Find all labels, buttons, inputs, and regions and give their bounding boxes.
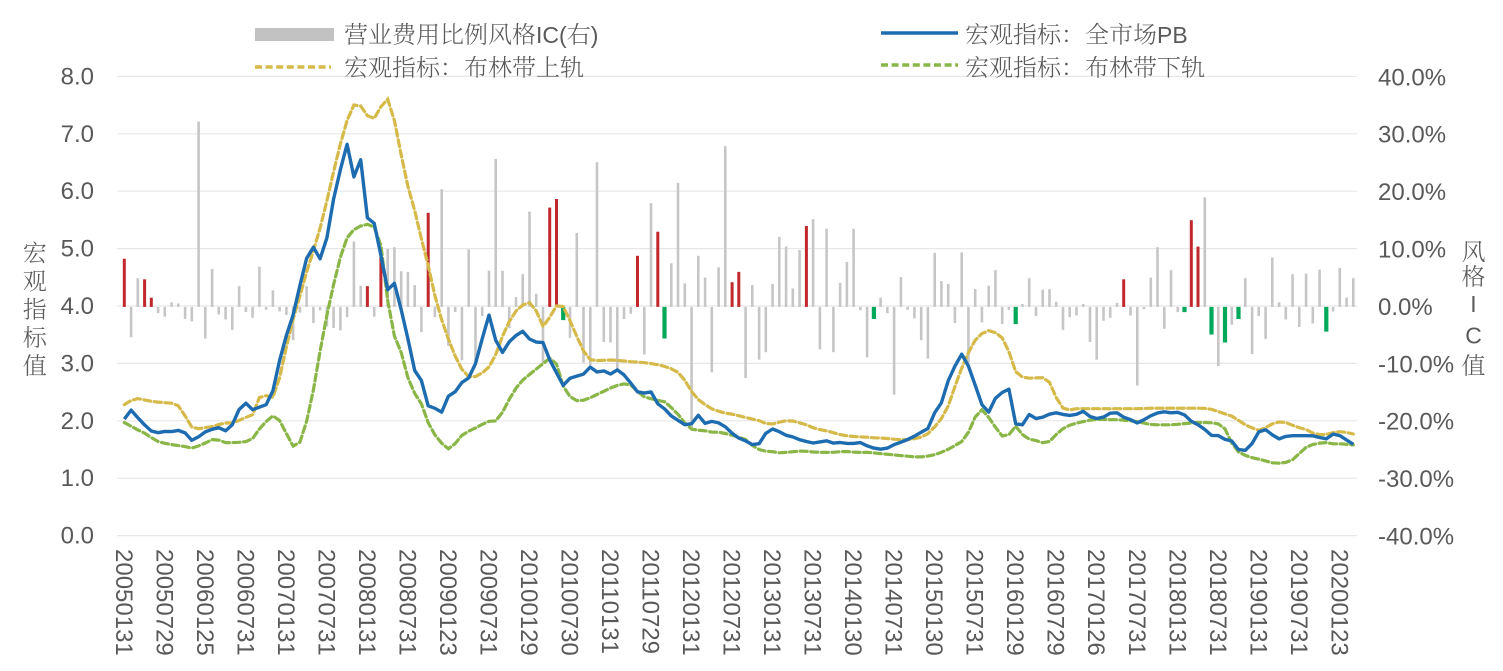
svg-text:0.0%: 0.0% [1378, 294, 1433, 321]
svg-text:6.0: 6.0 [61, 178, 94, 205]
svg-text:10.0%: 10.0% [1378, 237, 1446, 264]
svg-text:20050131: 20050131 [110, 549, 137, 656]
svg-text:20060125: 20060125 [191, 549, 218, 656]
svg-text:20160129: 20160129 [1001, 549, 1028, 656]
svg-text:20170126: 20170126 [1082, 549, 1109, 656]
svg-text:C: C [1465, 323, 1482, 349]
svg-text:-20.0%: -20.0% [1378, 409, 1454, 436]
svg-text:5.0: 5.0 [61, 236, 94, 263]
svg-text:20090731: 20090731 [475, 549, 502, 656]
svg-text:20170731: 20170731 [1123, 549, 1150, 656]
svg-text:20150731: 20150731 [961, 549, 988, 656]
svg-text:20.0%: 20.0% [1378, 179, 1446, 206]
svg-text:20110729: 20110729 [637, 549, 664, 654]
svg-text:20140731: 20140731 [880, 549, 907, 656]
svg-text:20110131: 20110131 [596, 549, 623, 654]
svg-text:8.0: 8.0 [61, 63, 94, 90]
svg-text:IC(: IC( [536, 22, 567, 48]
svg-text:20050729: 20050729 [150, 549, 177, 656]
svg-text:20190131: 20190131 [1244, 549, 1271, 656]
svg-text:1.0: 1.0 [61, 465, 94, 492]
svg-text:20120731: 20120731 [718, 549, 745, 656]
svg-text:3.0: 3.0 [61, 350, 94, 377]
svg-text:20140130: 20140130 [839, 549, 866, 656]
svg-text:0.0: 0.0 [61, 523, 94, 550]
svg-text:20130131: 20130131 [758, 549, 785, 656]
svg-text:-10.0%: -10.0% [1378, 351, 1454, 378]
svg-text:20180131: 20180131 [1163, 549, 1190, 656]
svg-text:20160729: 20160729 [1042, 549, 1069, 656]
svg-text:PB: PB [1157, 22, 1188, 48]
svg-text:): ) [591, 22, 599, 48]
svg-text:-30.0%: -30.0% [1378, 466, 1454, 493]
svg-text:20120131: 20120131 [677, 549, 704, 656]
svg-text:7.0: 7.0 [61, 121, 94, 148]
svg-text:4.0: 4.0 [61, 293, 94, 320]
svg-text:20080731: 20080731 [393, 549, 420, 656]
svg-text:20130731: 20130731 [799, 549, 826, 656]
svg-text:20150130: 20150130 [920, 549, 947, 656]
svg-text:20070131: 20070131 [272, 549, 299, 656]
svg-text:30.0%: 30.0% [1378, 122, 1446, 149]
svg-text:40.0%: 40.0% [1378, 64, 1446, 91]
svg-text:20100730: 20100730 [556, 549, 583, 656]
svg-text:I: I [1470, 291, 1476, 317]
svg-text:-40.0%: -40.0% [1378, 524, 1454, 551]
svg-text:20200123: 20200123 [1325, 549, 1352, 656]
svg-text:20060731: 20060731 [231, 549, 258, 656]
svg-text:2.0: 2.0 [61, 408, 94, 435]
svg-text:20190731: 20190731 [1285, 549, 1312, 656]
svg-text:20180731: 20180731 [1204, 549, 1231, 656]
svg-text:20100129: 20100129 [515, 549, 542, 656]
svg-text:20090123: 20090123 [434, 549, 461, 656]
svg-text:20070731: 20070731 [312, 549, 339, 656]
svg-text:20080131: 20080131 [353, 549, 380, 656]
